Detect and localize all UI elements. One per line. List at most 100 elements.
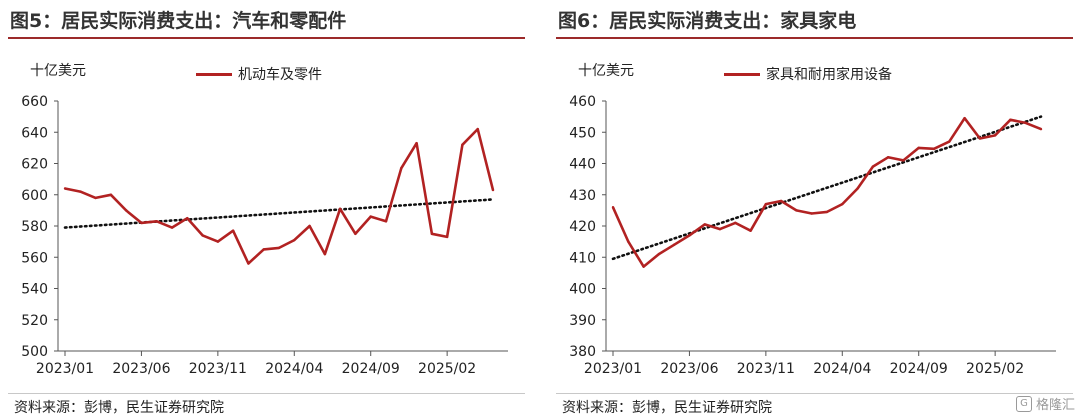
data-point [430, 232, 434, 236]
y-tick-label: 390 [569, 313, 596, 329]
data-point [810, 212, 813, 215]
data-point [627, 240, 630, 243]
trendline [611, 115, 1043, 261]
trendline [63, 198, 495, 229]
data-point [491, 188, 495, 192]
data-point [277, 246, 281, 250]
y-tick-label: 400 [569, 282, 596, 298]
legend-swatch [196, 72, 232, 76]
watermark: G 格隆汇 [1015, 394, 1075, 413]
data-point [247, 262, 250, 265]
data-point [445, 235, 449, 239]
data-point [293, 238, 296, 242]
data-point [94, 196, 97, 200]
watermark-text: 格隆汇 [1035, 398, 1075, 413]
legend-label: 家具和耐用家用设备 [766, 67, 892, 83]
data-point [932, 147, 936, 151]
data-point [170, 226, 174, 229]
data-point [642, 265, 645, 268]
chart-title: 图6：居民实际消费支出：家具家电 [558, 10, 857, 32]
legend-swatch [724, 72, 760, 76]
data-point [963, 116, 966, 120]
x-tick-label: 2024/04 [265, 361, 323, 377]
data-point [1024, 121, 1027, 125]
line-chart-autos: 500 520 540 560 580 600 620 640 660 2023/01 2023/0… [21, 94, 508, 377]
x-tick-label: 2024/04 [813, 361, 871, 377]
x-tick-label: 2024/09 [342, 361, 400, 377]
data-point [948, 140, 951, 143]
data-point [764, 202, 768, 206]
y-tick-label: 540 [21, 282, 48, 298]
data-point [109, 193, 113, 196]
series-line [611, 116, 1042, 268]
data-point [611, 206, 615, 209]
y-tick-label: 580 [21, 219, 48, 235]
data-point [871, 165, 875, 168]
y-tick-label: 500 [21, 344, 48, 360]
y-axis-unit: 十亿美元 [30, 63, 86, 79]
data-point [841, 202, 844, 206]
data-point [779, 199, 783, 203]
y-tick-label: 420 [569, 219, 596, 235]
x-tick-label: 2023/01 [36, 361, 94, 377]
legend-label: 机动车及零件 [238, 67, 322, 83]
x-tick-label: 2023/06 [660, 361, 718, 377]
y-tick-label: 620 [21, 157, 48, 173]
data-point [155, 220, 158, 223]
data-point [886, 156, 890, 159]
data-point [415, 141, 418, 145]
data-point [476, 127, 479, 131]
legend: 家具和耐用家用设备 [724, 64, 892, 84]
x-tick-label: 2023/01 [584, 361, 642, 377]
title-rule [8, 37, 525, 39]
data-point [308, 224, 311, 228]
chart-title: 图5：居民实际消费支出：汽车和零配件 [10, 10, 347, 32]
data-point [369, 215, 372, 218]
x-tick-label: 2024/09 [890, 361, 948, 377]
data-point [354, 232, 357, 236]
data-point [688, 234, 691, 237]
data-point [917, 146, 920, 150]
data-point [902, 159, 905, 162]
data-point [140, 221, 143, 225]
legend: 机动车及零件 [196, 64, 322, 84]
watermark-logo-icon: G [1015, 395, 1032, 412]
y-axis-unit: 十亿美元 [578, 63, 634, 79]
x-tick-label: 2025/02 [966, 361, 1024, 377]
x-tick-label: 2025/02 [418, 361, 476, 377]
y-tick-label: 460 [569, 94, 596, 110]
chart-panel-autos: 图5：居民实际消费支出：汽车和零配件 十亿美元 机动车及零件 500 520 540… [0, 0, 535, 420]
y-tick-label: 440 [569, 157, 596, 173]
y-tick-label: 380 [569, 344, 596, 360]
data-point [186, 216, 189, 220]
data-point [63, 187, 67, 190]
data-point [216, 240, 220, 243]
data-point [231, 229, 235, 232]
y-tick-label: 430 [569, 188, 596, 204]
source-note: 资料来源：彭博，民生证券研究院 [14, 400, 224, 416]
series-line [64, 127, 495, 265]
x-tick-label: 2023/11 [737, 361, 795, 377]
data-point [400, 166, 403, 170]
data-point [718, 227, 722, 231]
data-point [79, 190, 82, 193]
data-point [461, 143, 464, 146]
data-point [323, 252, 327, 256]
data-point [124, 209, 128, 212]
source-rule [8, 393, 525, 394]
data-point [795, 209, 798, 212]
x-tick-label: 2023/06 [112, 361, 170, 377]
data-point [338, 207, 342, 211]
chart-panel-furniture: 图6：居民实际消费支出：家具家电 十亿美元 家具和耐用家用设备 380 390 40… [548, 0, 1080, 420]
y-tick-label: 600 [21, 188, 48, 204]
x-tick-label: 2023/11 [189, 361, 247, 377]
data-point [856, 187, 859, 190]
line-chart-furniture: 380 390 400 410 420 430 440 450 460 2023/01 2023/0… [569, 94, 1056, 377]
y-tick-label: 560 [21, 250, 48, 266]
data-point [749, 229, 752, 232]
data-point [978, 137, 982, 140]
data-point [384, 220, 388, 223]
data-point [825, 210, 829, 214]
title-rule [556, 37, 1073, 39]
y-tick-label: 660 [21, 94, 48, 110]
